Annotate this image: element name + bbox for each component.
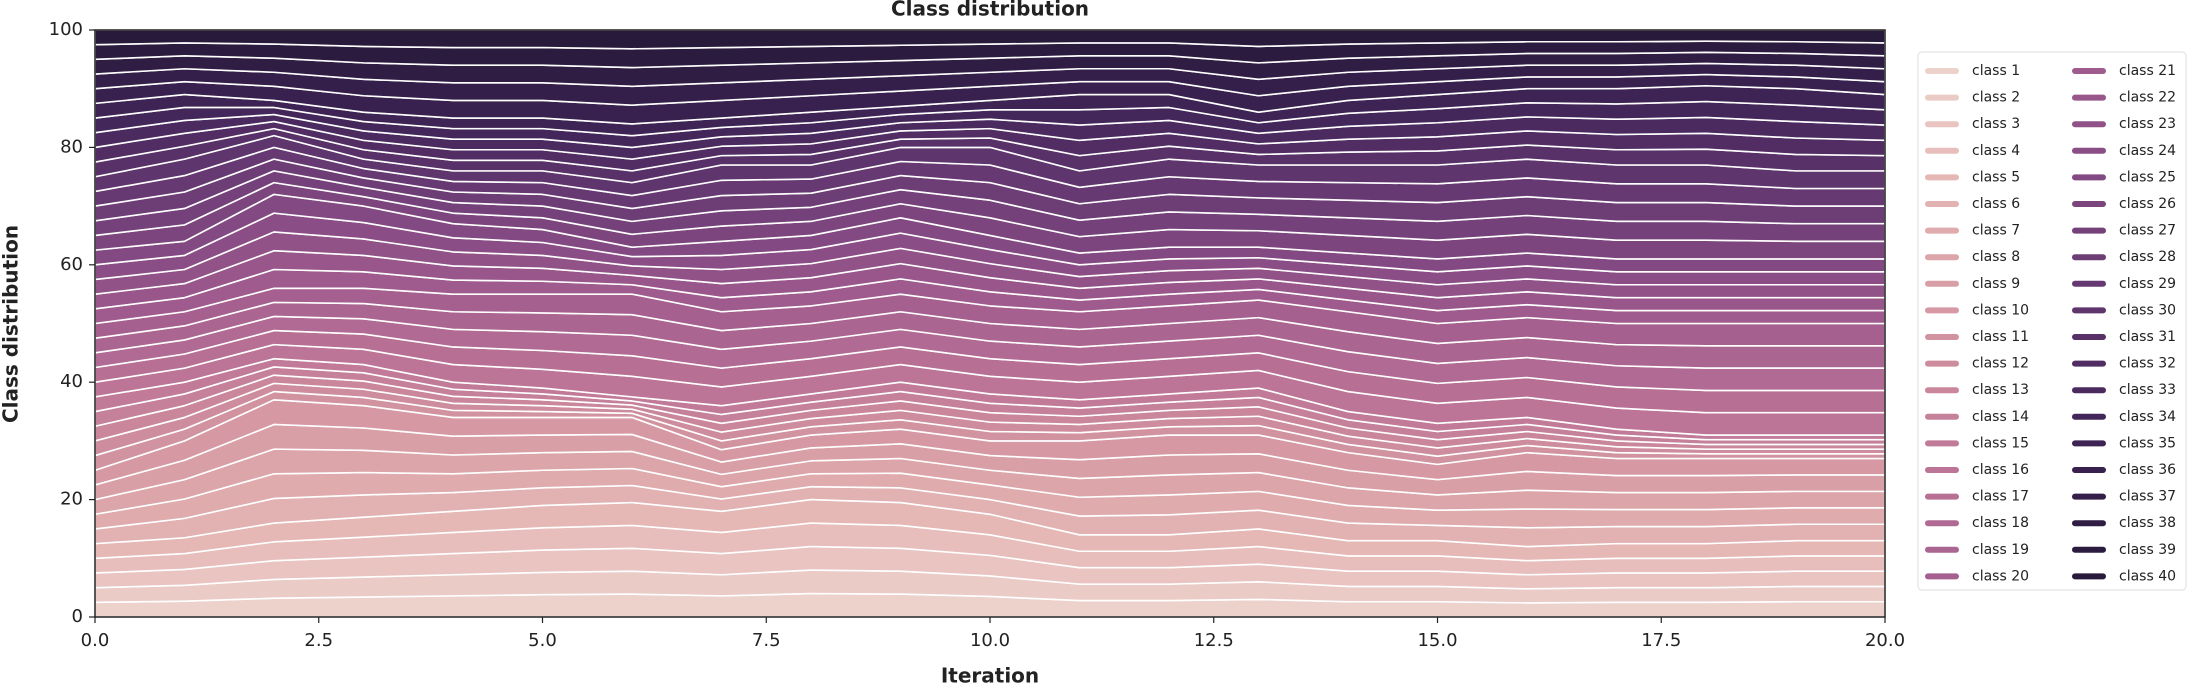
legend-label: class 4 [1972,143,2020,159]
legend-label: class 9 [1972,276,2020,292]
y-tick-label: 40 [60,371,83,392]
legend-label: class 12 [1972,356,2029,372]
legend-label: class 19 [1972,542,2029,558]
legend-label: class 29 [2119,276,2176,292]
legend-label: class 13 [1972,382,2029,398]
y-tick-label: 80 [60,136,83,157]
legend-label: class 11 [1972,329,2029,345]
legend-label: class 33 [2119,382,2176,398]
y-tick-label: 0 [72,606,83,627]
x-tick-label: 12.5 [1194,630,1234,651]
legend-label: class 3 [1972,116,2020,132]
legend-label: class 17 [1972,489,2029,505]
legend-label: class 21 [2119,63,2176,79]
legend-label: class 7 [1972,223,2020,239]
legend-label: class 34 [2119,409,2176,425]
legend-label: class 14 [1972,409,2029,425]
legend-label: class 39 [2119,542,2176,558]
legend-label: class 8 [1972,249,2020,265]
legend-label: class 38 [2119,515,2176,531]
legend-label: class 6 [1972,196,2020,212]
legend-label: class 15 [1972,435,2029,451]
x-tick-label: 20.0 [1865,630,1905,651]
legend-label: class 32 [2119,356,2176,372]
legend [1917,51,2187,591]
legend-label: class 36 [2119,462,2176,478]
x-tick-label: 10.0 [970,630,1010,651]
y-tick-label: 20 [60,489,83,510]
legend-label: class 37 [2119,489,2176,505]
x-axis-label: Iteration [941,664,1039,688]
legend-label: class 24 [2119,143,2176,159]
legend-label: class 25 [2119,169,2176,185]
legend-label: class 23 [2119,116,2176,132]
legend-label: class 2 [1972,90,2020,106]
legend-label: class 20 [1972,568,2029,584]
x-tick-label: 7.5 [752,630,781,651]
plot-area [94,29,1886,618]
legend-label: class 10 [1972,302,2029,318]
y-axis-label: Class distribution [0,225,23,423]
x-tick-label: 5.0 [528,630,557,651]
x-tick-label: 15.0 [1417,630,1457,651]
x-tick-label: 0.0 [81,630,110,651]
x-tick-label: 17.5 [1641,630,1681,651]
legend-label: class 35 [2119,435,2176,451]
legend-label: class 31 [2119,329,2176,345]
chart-title: Class distribution [891,0,1089,21]
legend-label: class 27 [2119,223,2176,239]
legend-label: class 26 [2119,196,2176,212]
x-tick-label: 2.5 [304,630,333,651]
legend-label: class 5 [1972,169,2020,185]
y-tick-label: 100 [49,19,83,40]
legend-label: class 18 [1972,515,2029,531]
y-tick-label: 60 [60,254,83,275]
legend-label: class 22 [2119,90,2176,106]
legend-label: class 40 [2119,568,2176,584]
legend-label: class 16 [1972,462,2029,478]
legend-label: class 30 [2119,302,2176,318]
legend-label: class 28 [2119,249,2176,265]
legend-label: class 1 [1972,63,2020,79]
